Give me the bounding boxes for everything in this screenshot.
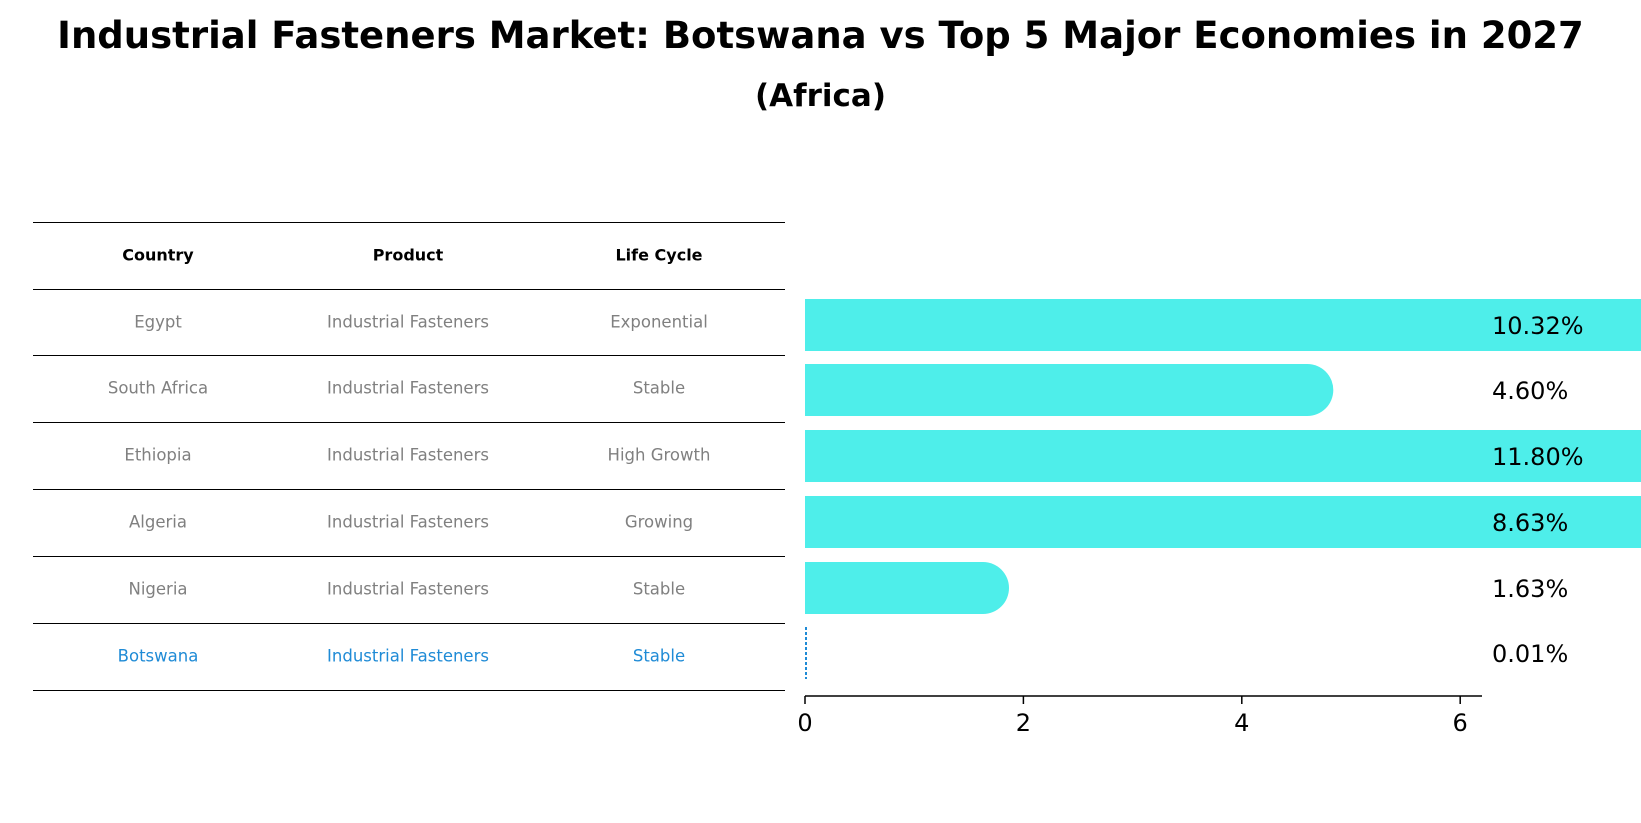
table-divider [33,556,785,557]
bar-algeria [805,496,1641,548]
table-cell-country: Algeria [129,512,187,532]
table-divider [33,355,785,356]
table-cell-life-cycle: Exponential [610,312,708,332]
table-cell-life-cycle: Stable [632,646,686,666]
bar-value-label: 1.63% [1492,575,1568,603]
bar-value-label: 8.63% [1492,509,1568,537]
bar-south-africa [805,364,1334,416]
bar-ethiopia [805,430,1641,482]
bar-value-label: 10.32% [1492,312,1584,340]
table-divider [33,623,785,624]
bar-egypt [805,299,1641,351]
table-cell-product: Industrial Fasteners [327,579,489,599]
table-cell-country: Ethiopia [124,445,192,465]
bar-value-label: 4.60% [1492,377,1568,405]
table-cell-product: Industrial Fasteners [327,646,489,666]
chart-title: Industrial Fasteners Market: Botswana vs… [57,14,1584,57]
table-cell-product: Industrial Fasteners [327,445,489,465]
bar-value-label: 0.01% [1492,640,1568,668]
table-divider [33,422,785,423]
table-cell-life-cycle: Growing [624,512,694,532]
table-header-cell: Life Cycle [615,245,703,265]
table-cell-country: Nigeria [128,579,188,599]
table-cell-life-cycle: Stable [632,378,686,398]
x-tick-label: 2 [1016,709,1031,737]
bar-value-label: 11.80% [1492,443,1584,471]
table-cell-life-cycle: High Growth [607,445,711,465]
table-header-cell: Product [372,245,444,265]
table-cell-product: Industrial Fasteners [327,512,489,532]
table-divider [33,690,785,691]
table-cell-product: Industrial Fasteners [327,312,489,332]
x-tick-label: 4 [1234,709,1249,737]
table-cell-product: Industrial Fasteners [327,378,489,398]
table-cell-country: Botswana [117,646,199,666]
table-divider [33,289,785,290]
table-divider [33,222,785,223]
table-cell-country: Egypt [134,312,182,332]
table-cell-life-cycle: Stable [632,579,686,599]
table-cell-country: South Africa [107,378,209,398]
table-header-cell: Country [122,245,194,265]
x-tick-label: 0 [797,709,812,737]
chart-subtitle: (Africa) [754,78,887,114]
x-tick-label: 6 [1453,709,1468,737]
table-divider [33,489,785,490]
bar-nigeria [805,562,1009,614]
